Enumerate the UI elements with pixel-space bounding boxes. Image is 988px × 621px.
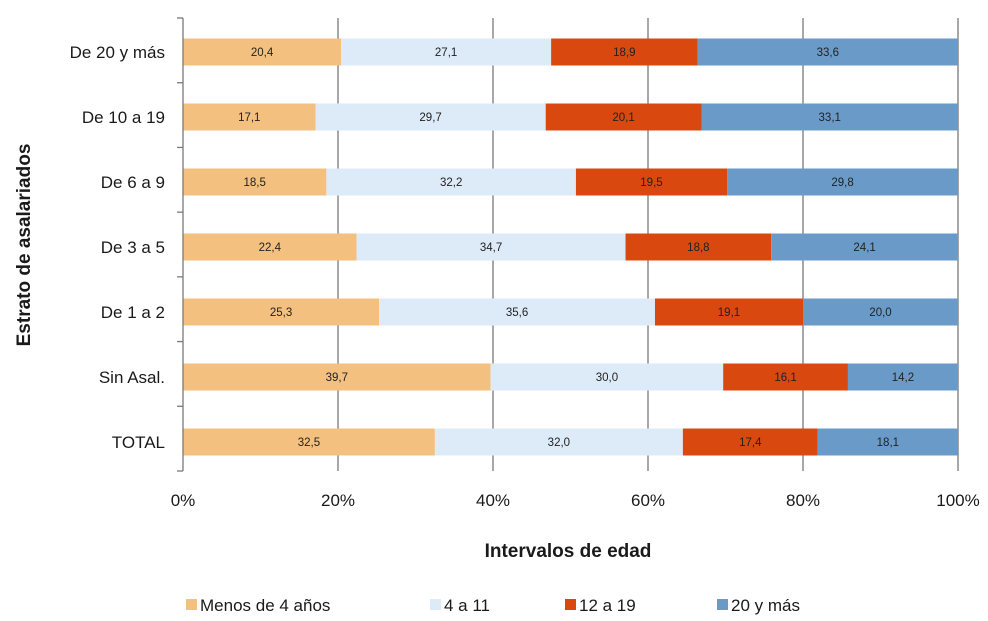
legend-swatch	[565, 599, 576, 610]
bar-segment	[326, 168, 576, 196]
data-label: 39,7	[326, 372, 348, 384]
legend-item: 4 a 11	[430, 596, 490, 615]
data-label: 27,1	[435, 47, 457, 59]
bar-segment	[771, 233, 958, 261]
legend-swatch	[186, 599, 197, 610]
bars: 20,4 27,1 18,9 33,6 17,1 29,7 20,1 33,1 18,5 32,2…	[183, 38, 958, 456]
bar-segment	[183, 298, 380, 326]
data-label: 25,3	[270, 307, 292, 319]
bar-segment	[723, 363, 848, 391]
data-label: 29,8	[831, 177, 853, 189]
data-label: 14,2	[892, 372, 914, 384]
bar-segment	[847, 363, 958, 391]
bar-segment	[434, 428, 683, 456]
x-tick-label: 0%	[171, 491, 196, 510]
legend-item: 12 a 19	[565, 596, 636, 615]
data-label: 19,5	[640, 177, 662, 189]
category-label: De 1 a 2	[101, 303, 165, 322]
data-label: 34,7	[480, 242, 502, 254]
x-tick-label: 80%	[786, 491, 820, 510]
bar-segment	[625, 233, 772, 261]
bar-segment	[315, 103, 546, 131]
x-tick-label: 100%	[936, 491, 979, 510]
data-label: 32,5	[298, 437, 320, 449]
data-label: 32,2	[440, 177, 462, 189]
bar-segment	[654, 298, 803, 326]
legend-label: 20 y más	[731, 596, 800, 615]
y-axis-title: Estrato de asalariados	[14, 144, 35, 347]
bar-segment	[727, 168, 958, 196]
category-label: De 20 y más	[70, 43, 165, 62]
legend-label: 4 a 11	[444, 596, 490, 615]
data-label: 17,4	[739, 437, 762, 449]
bar-segment	[183, 363, 491, 391]
category-label: De 10 a 19	[82, 108, 165, 127]
bar-segment	[183, 428, 435, 456]
axes	[177, 17, 184, 472]
x-tick-label: 40%	[476, 491, 510, 510]
data-label: 22,4	[259, 242, 282, 254]
bar-segment	[379, 298, 655, 326]
data-label: 17,1	[238, 112, 260, 124]
x-tick-label: 60%	[631, 491, 665, 510]
bar-segment	[183, 38, 342, 66]
x-tick-labels: 0% 20% 40% 60% 80% 100%	[171, 491, 980, 510]
legend-item: Menos de 4 años	[186, 596, 330, 615]
bar-segment	[183, 103, 316, 131]
x-tick-label: 20%	[321, 491, 355, 510]
bar-segment	[697, 38, 958, 66]
data-label: 29,7	[419, 112, 441, 124]
data-label: 18,1	[877, 437, 899, 449]
bar-segment	[490, 363, 724, 391]
category-label: Sin Asal.	[99, 368, 165, 387]
bar-segment	[545, 103, 702, 131]
data-label: 35,6	[506, 307, 528, 319]
data-label: 33,1	[819, 112, 841, 124]
legend: Menos de 4 años 4 a 11 12 a 19 20 y más	[186, 596, 800, 615]
data-label: 32,0	[548, 437, 570, 449]
category-label: De 3 a 5	[101, 238, 165, 257]
legend-item: 20 y más	[717, 596, 800, 615]
category-label: TOTAL	[112, 433, 165, 452]
data-label: 20,1	[612, 112, 634, 124]
bar-segment	[551, 38, 698, 66]
bar-segment	[575, 168, 728, 196]
bar-segment	[701, 103, 958, 131]
data-label: 19,1	[718, 307, 740, 319]
data-label: 16,1	[774, 372, 796, 384]
bar-segment	[356, 233, 626, 261]
data-label: 33,6	[817, 47, 839, 59]
data-label: 24,1	[853, 242, 875, 254]
x-axis-title: Intervalos de edad	[485, 541, 652, 562]
bar-segment	[183, 168, 327, 196]
category-labels: De 20 y más De 10 a 19 De 6 a 9 De 3 a 5 De …	[70, 43, 165, 452]
data-label: 18,8	[687, 242, 709, 254]
data-label: 18,5	[243, 177, 265, 189]
bar-segment	[341, 38, 552, 66]
category-label: De 6 a 9	[101, 173, 165, 192]
data-label: 20,0	[869, 307, 891, 319]
legend-swatch	[717, 599, 728, 610]
data-label: 20,4	[251, 47, 274, 59]
bar-segment	[803, 298, 958, 326]
legend-swatch	[430, 599, 441, 610]
bar-segment	[183, 233, 357, 261]
data-label: 18,9	[613, 47, 635, 59]
bar-segment	[817, 428, 958, 456]
data-label: 30,0	[596, 372, 618, 384]
legend-label: 12 a 19	[579, 596, 636, 615]
bar-segment	[682, 428, 818, 456]
legend-label: Menos de 4 años	[200, 596, 330, 615]
